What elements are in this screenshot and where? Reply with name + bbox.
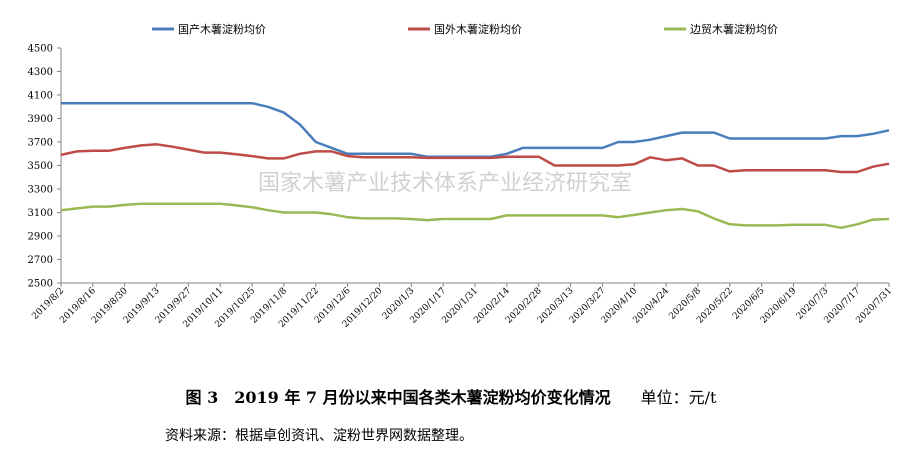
unit-label: 单位：元/t (640, 388, 717, 407)
y-tick-label: 3100 (28, 208, 53, 219)
watermark: 国家木薯产业技术体系产业经济研究室 (258, 171, 632, 196)
source-note: 资料来源：根据卓创资讯、淀粉世界网数据整理。 (165, 428, 473, 444)
y-tick-label: 4100 (28, 91, 53, 102)
line-chart: 国家木薯产业技术体系产业经济研究室 2500 2700 2900 3100 3300 350… (28, 22, 895, 330)
y-tick-label: 4500 (28, 44, 53, 55)
y-tick-label: 3700 (28, 138, 53, 149)
y-tick-label: 3500 (28, 161, 53, 172)
legend-label-1: 国产木薯淀粉均价 (178, 22, 266, 36)
series-line-2 (60, 143, 890, 174)
y-tick-label: 3300 (28, 185, 53, 196)
series-line-3 (60, 202, 890, 230)
y-tick-label: 2900 (28, 232, 53, 243)
legend-label-3: 边贸木薯淀粉均价 (690, 22, 778, 36)
figure-title: 图 3 2019 年 7 月份以来中国各类木薯淀粉均价变化情况 (185, 388, 611, 407)
figure-caption: 图 3 2019 年 7 月份以来中国各类木薯淀粉均价变化情况 单位：元/t (0, 384, 902, 408)
y-tick-label: 3900 (28, 114, 53, 125)
y-tick-label: 4300 (28, 67, 53, 78)
y-tick-label: 2500 (28, 279, 53, 290)
legend-label-2: 国外木薯淀粉均价 (434, 22, 522, 36)
y-tick-label: 2700 (28, 255, 53, 266)
